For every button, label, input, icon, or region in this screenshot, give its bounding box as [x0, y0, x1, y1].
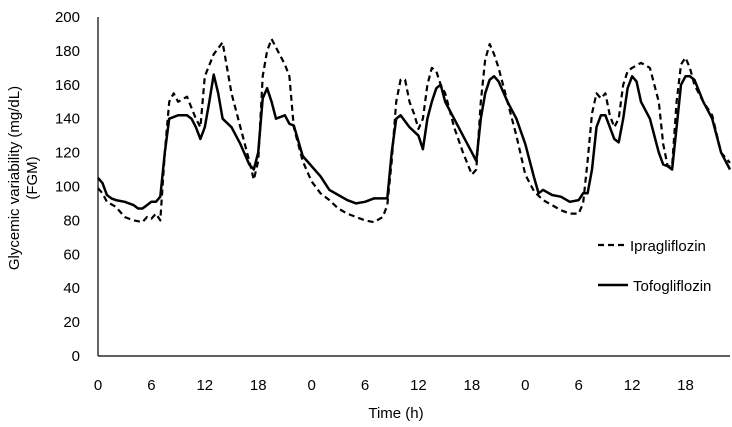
axes — [97, 17, 730, 357]
legend-label-ipragliflozin: Ipragliflozin — [630, 238, 706, 255]
series-line-ipragliflozin — [97, 37, 731, 224]
series-line-tofogliflozin — [97, 73, 732, 210]
legend: Ipragliflozin Tofogliflozin — [598, 238, 711, 295]
series-lines — [97, 37, 732, 224]
y-tick-label: 180 — [55, 43, 80, 60]
y-tick-label: 0 — [72, 348, 80, 365]
y-axis-title-line-2: (FGM) — [24, 156, 41, 199]
y-axis-title: Glycemic variability (mg/dL) (FGM) — [6, 86, 41, 270]
y-tick-label: 200 — [55, 9, 80, 26]
x-tick-labels: 0 6 12 18 0 6 12 18 0 6 12 18 — [94, 377, 694, 394]
x-tick-label: 6 — [361, 377, 369, 394]
x-tick-label: 18 — [250, 377, 267, 394]
y-tick-label: 60 — [63, 246, 80, 263]
x-axis-title: Time (h) — [368, 405, 423, 422]
y-tick-label: 20 — [63, 314, 80, 331]
x-tick-label: 12 — [410, 377, 427, 394]
y-tick-label: 120 — [55, 145, 80, 162]
y-tick-labels: 0 20 40 60 80 100 120 140 160 180 200 — [55, 9, 80, 365]
x-tick-label: 0 — [521, 377, 529, 394]
y-tick-label: 140 — [55, 111, 80, 128]
x-tick-label: 6 — [147, 377, 155, 394]
x-tick-label: 6 — [575, 377, 583, 394]
x-tick-label: 0 — [307, 377, 315, 394]
y-tick-label: 80 — [63, 212, 80, 229]
x-tick-label: 12 — [624, 377, 641, 394]
y-tick-label: 40 — [63, 280, 80, 297]
x-tick-label: 0 — [94, 377, 102, 394]
y-tick-label: 160 — [55, 77, 80, 94]
x-tick-label: 18 — [464, 377, 481, 394]
x-tick-label: 12 — [196, 377, 213, 394]
y-tick-label: 100 — [55, 179, 80, 196]
legend-label-tofogliflozin: Tofogliflozin — [633, 278, 711, 295]
x-tick-label: 18 — [677, 377, 694, 394]
y-axis-title-line-1: Glycemic variability (mg/dL) — [6, 86, 23, 270]
